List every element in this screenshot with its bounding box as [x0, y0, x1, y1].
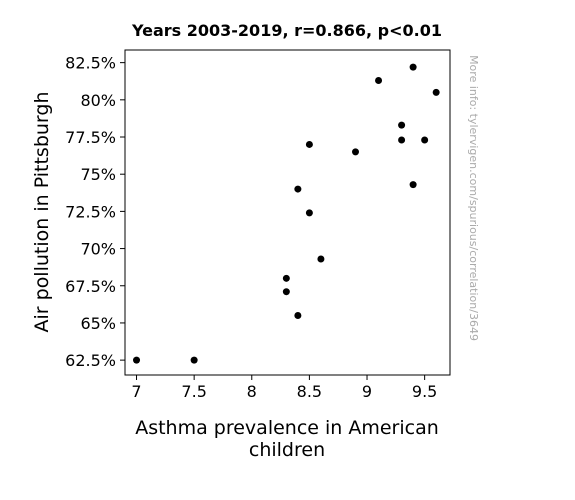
y-tick-label: 72.5% — [65, 202, 116, 221]
x-axis-label-line-2: children — [249, 439, 325, 461]
data-point — [375, 76, 383, 84]
x-axis-label-line-1: Asthma prevalence in American — [135, 417, 439, 439]
data-point — [190, 356, 198, 364]
y-axis: 62.5% 65% 67.5% 70% 72.5% 75% 77.5% 80% 82.5% — [65, 54, 125, 370]
data-point — [305, 209, 313, 217]
y-tick-label: 75% — [80, 165, 116, 184]
data-point — [432, 88, 440, 96]
x-axis: 7 7.5 8 8.5 9 9.5 — [131, 375, 437, 401]
data-point — [409, 63, 417, 71]
data-point — [317, 255, 325, 263]
x-tick-label: 9 — [362, 382, 372, 401]
y-tick-label: 82.5% — [65, 54, 116, 73]
data-point — [282, 274, 290, 282]
x-tick-label: 7.5 — [181, 382, 206, 401]
y-tick-label: 67.5% — [65, 277, 116, 296]
x-tick-label: 7 — [131, 382, 141, 401]
data-point — [294, 185, 302, 193]
data-point — [398, 121, 406, 129]
chart-title: Years 2003-2019, r=0.866, p<0.01 — [131, 21, 442, 40]
data-point — [305, 140, 313, 148]
x-tick-label: 9.5 — [412, 382, 437, 401]
y-tick-label: 77.5% — [65, 128, 116, 147]
plot-area — [124, 49, 451, 376]
y-tick-label: 62.5% — [65, 351, 116, 370]
watermark-text: More info: tylervigen.com/spurious/corre… — [467, 55, 480, 341]
x-tick-label: 8.5 — [297, 382, 322, 401]
y-tick-label: 80% — [80, 91, 116, 110]
data-point — [133, 356, 141, 364]
y-tick-label: 70% — [80, 240, 116, 259]
y-tick-label: 65% — [80, 314, 116, 333]
data-point — [351, 148, 359, 156]
y-axis-label: Air pollution in Pittsburgh — [31, 91, 53, 332]
data-point — [398, 136, 406, 144]
data-point — [282, 288, 290, 296]
data-points — [133, 63, 440, 364]
x-tick-label: 8 — [247, 382, 257, 401]
data-point — [409, 181, 417, 189]
data-point — [294, 312, 302, 320]
data-point — [421, 136, 429, 144]
